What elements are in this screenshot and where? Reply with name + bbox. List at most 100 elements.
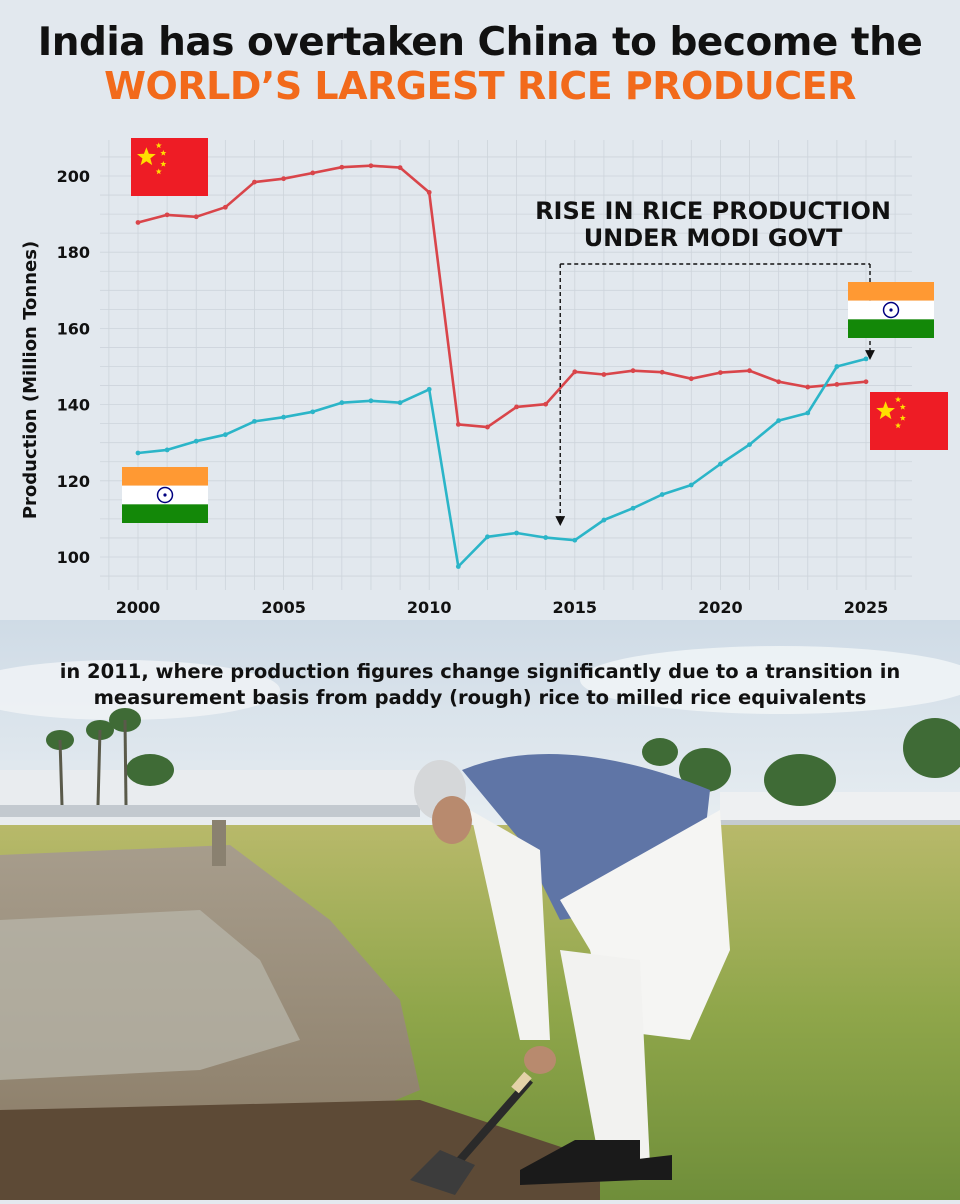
india-flag-green	[122, 504, 208, 523]
china-data-point	[747, 368, 752, 374]
y-tick-label: 140	[57, 396, 90, 415]
chart-axes: 100 120 140 160 180 200 2000 2005 2010 2015 2020 20…	[20, 167, 888, 650]
india-data-point	[718, 461, 723, 467]
y-axis-label: Production (Million Tonnes)	[20, 241, 41, 519]
y-tick-label: 200	[57, 167, 90, 186]
china-data-point	[601, 372, 607, 377]
x-tick-label: 2025	[844, 598, 889, 617]
india-data-point	[368, 398, 374, 404]
china-data-point	[164, 212, 170, 218]
flag-star	[160, 149, 167, 156]
flag-star	[895, 396, 902, 403]
china-data-point	[368, 163, 374, 169]
chart-flags	[122, 138, 948, 523]
caption-line-2: measurement basis from paddy (rough) ric…	[93, 686, 867, 709]
china-data-point	[252, 179, 257, 185]
china-data-point	[630, 368, 636, 374]
india-data-point	[397, 400, 403, 406]
flag-star	[895, 422, 902, 429]
india-data-point	[747, 442, 752, 448]
india-data-point	[310, 409, 316, 415]
flag-star	[160, 160, 167, 167]
china-data-point	[543, 401, 549, 407]
china-data-point	[688, 376, 694, 382]
y-tick-label: 100	[57, 548, 90, 567]
india-data-point	[193, 438, 199, 444]
china-data-point	[805, 384, 811, 390]
china-data-point	[659, 369, 665, 375]
india-flag-icon	[122, 467, 208, 523]
china-data-point	[426, 189, 432, 195]
india-data-point	[426, 386, 432, 392]
india-data-point	[281, 414, 286, 420]
annotation-text-line1: RISE IN RICE PRODUCTION	[535, 197, 891, 225]
india-data-point	[485, 534, 490, 540]
india-data-point	[543, 535, 549, 540]
india-flag-chakra	[882, 301, 900, 319]
x-tick-label: 2005	[261, 598, 306, 617]
y-tick-label: 180	[57, 243, 90, 262]
field-photo	[0, 620, 960, 1200]
india-data-point	[805, 410, 811, 416]
rice-field-photo-illustration	[0, 620, 960, 1200]
chart-series	[135, 163, 869, 569]
india-data-point	[659, 492, 665, 497]
china-data-point	[514, 404, 519, 410]
china-data-point	[572, 369, 578, 375]
china-data-point	[718, 370, 723, 375]
india-flag-icon	[848, 282, 934, 338]
india-data-point	[688, 482, 694, 488]
china-data-point	[193, 214, 199, 220]
flag-star	[137, 147, 156, 166]
china-data-point	[776, 379, 782, 385]
china-data-point	[834, 382, 840, 387]
flag-star	[899, 403, 906, 410]
china-series-line	[137, 164, 867, 429]
india-data-point	[630, 505, 636, 511]
x-tick-label: 2000	[116, 598, 161, 617]
india-data-point	[863, 356, 869, 362]
china-data-point	[863, 379, 869, 385]
china-flag-field	[870, 392, 948, 450]
china-data-point	[397, 165, 403, 171]
india-data-point	[222, 432, 228, 438]
page-title: India has overtaken China to become the	[37, 20, 923, 65]
china-data-point	[455, 422, 461, 427]
india-data-point	[572, 537, 578, 543]
x-tick-label: 2020	[698, 598, 743, 617]
china-data-point	[135, 220, 141, 225]
india-flag-saffron	[122, 467, 208, 486]
india-flag-chakra	[156, 486, 174, 504]
production-line-chart: 100 120 140 160 180 200 2000 2005 2010 2015 2020 20…	[20, 138, 948, 650]
flag-star	[155, 168, 162, 175]
india-data-point	[514, 530, 519, 536]
y-tick-label: 120	[57, 472, 90, 491]
india-data-point	[776, 418, 782, 424]
flag-star	[155, 142, 162, 149]
india-data-point	[455, 564, 461, 569]
farmer-figure	[410, 754, 730, 1195]
y-tick-label: 160	[57, 319, 90, 338]
india-data-point	[339, 400, 345, 406]
flag-star	[899, 414, 906, 421]
india-data-point	[164, 447, 170, 453]
china-data-point	[310, 170, 316, 176]
india-flag-chakra-hub	[889, 308, 893, 312]
china-data-point	[485, 424, 490, 430]
caption-line-1: in 2011, where production figures change…	[59, 660, 901, 683]
india-flag-chakra-hub	[163, 493, 167, 497]
india-data-point	[601, 517, 607, 523]
x-tick-label: 2010	[407, 598, 452, 617]
china-flag-icon	[870, 392, 948, 450]
india-flag-saffron	[848, 282, 934, 301]
flag-star	[876, 401, 895, 420]
india-data-point	[252, 418, 257, 424]
india-data-point	[135, 450, 141, 456]
page-title-highlight: WORLD’S LARGEST RICE PRODUCER	[104, 64, 856, 108]
china-flag-field	[131, 138, 208, 196]
china-data-point	[339, 164, 345, 170]
india-data-point	[834, 364, 840, 369]
china-data-point	[281, 176, 286, 182]
india-flag-green	[848, 319, 934, 338]
